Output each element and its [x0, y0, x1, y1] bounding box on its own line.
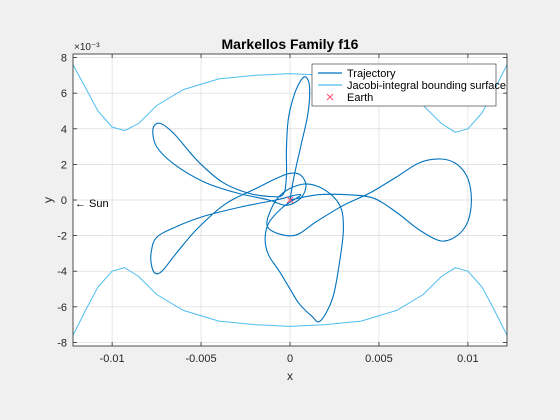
chart-title: Markellos Family f16: [222, 36, 359, 52]
x-axis-label: x: [287, 369, 293, 383]
legend-label-jacobi: Jacobi-integral bounding surface: [347, 80, 506, 92]
y-tick-label: -2: [57, 231, 67, 243]
sun-annotation: ← Sun: [75, 198, 109, 210]
legend-box: [311, 63, 497, 107]
y-tick-label: 2: [61, 159, 67, 171]
y-tick-label: 0: [61, 195, 67, 207]
jacobi-bound-upper-line: [73, 64, 507, 133]
legend-swatch-earth: [326, 93, 334, 101]
y-tick-label: 4: [61, 124, 67, 136]
earth-marker: [286, 196, 294, 204]
x-tick-label: 0.005: [365, 353, 393, 365]
y-axis-exponent: ×10⁻³: [74, 42, 100, 53]
legend-label-trajectory: Trajectory: [347, 68, 396, 80]
x-tick-label: -0.01: [100, 353, 125, 365]
y-tick-label: -4: [57, 266, 67, 278]
trajectory-line: [150, 76, 472, 323]
y-tick-label: -8: [57, 337, 67, 349]
x-tick-label: 0.01: [457, 353, 478, 365]
x-tick-label: -0.005: [185, 353, 216, 365]
tick-labels: -0.01 -0.005 0 0.005 0.01 -8 -6 -4 -2 0 2 4 6 8: [57, 53, 478, 365]
tick-marks: [73, 54, 507, 346]
y-axis-label: y: [41, 197, 55, 203]
legend-label-earth: Earth: [347, 92, 373, 104]
y-tick-label: 8: [61, 53, 67, 65]
legend: Trajectory Jacobi-integral bounding surf…: [311, 63, 506, 107]
y-tick-label: -6: [57, 302, 67, 314]
jacobi-bound-lower-line: [73, 267, 507, 336]
series-layer: [73, 64, 507, 336]
x-tick-label: 0: [287, 353, 293, 365]
y-tick-label: 6: [61, 88, 67, 100]
